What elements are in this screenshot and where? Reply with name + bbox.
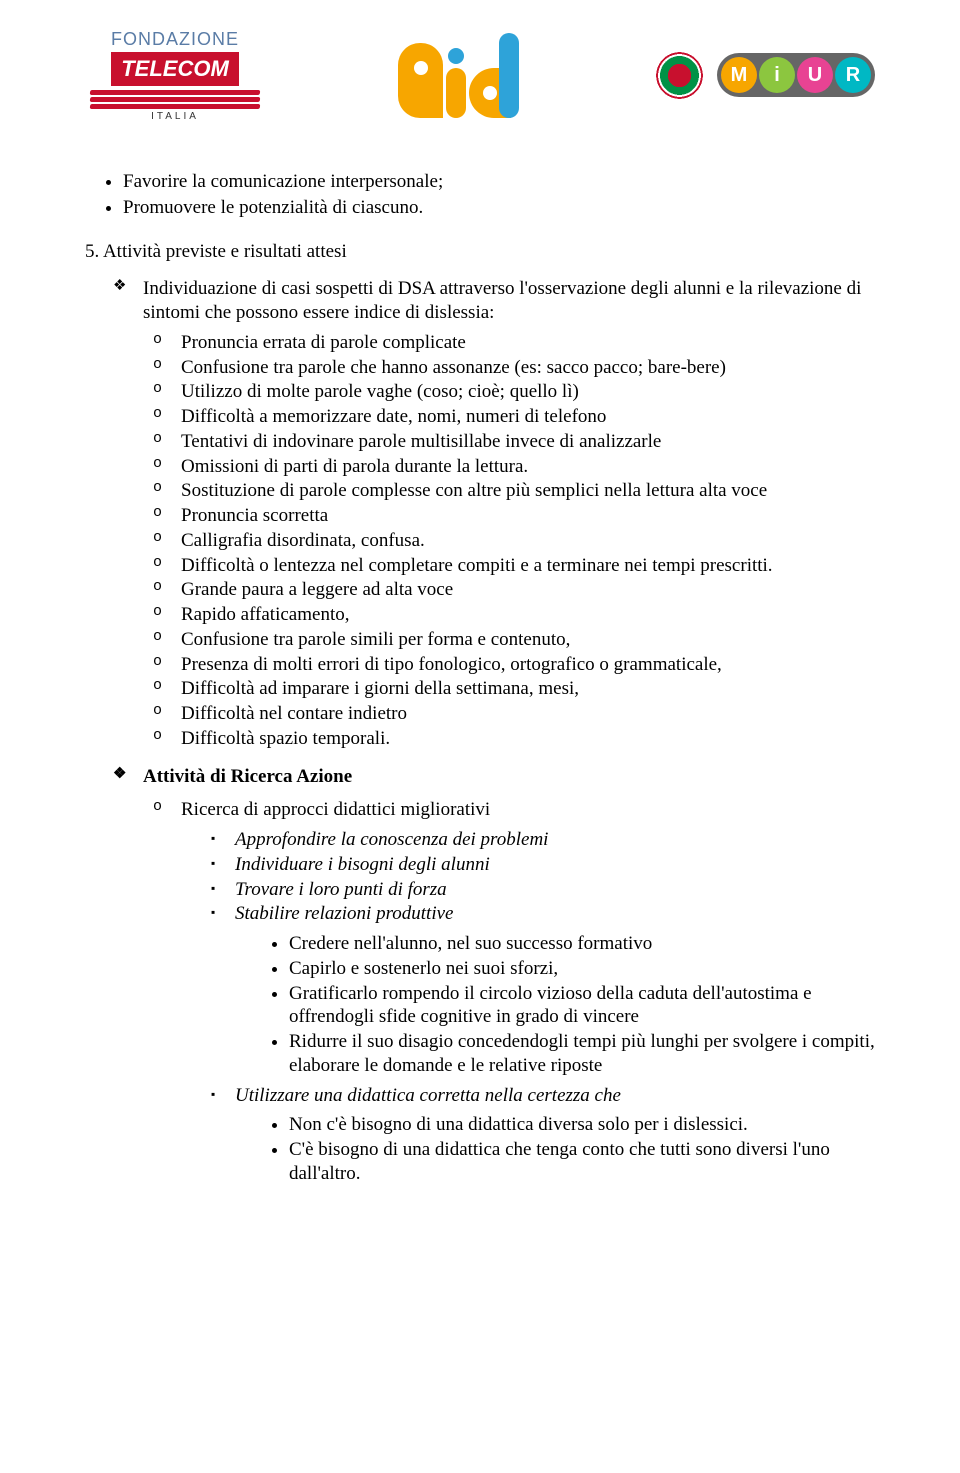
list-item: Ricerca di approcci didattici migliorati… xyxy=(181,798,875,822)
list-item: Promuovere le potenzialità di ciascuno. xyxy=(123,196,875,220)
list-item: Capirlo e sostenerlo nei suoi sforzi, xyxy=(289,957,875,981)
list-item: Favorire la comunicazione interpersonale… xyxy=(123,170,875,194)
list-item: Difficoltà a memorizzare date, nomi, num… xyxy=(181,405,875,429)
list-item: Non c'è bisogno di una didattica diversa… xyxy=(289,1113,875,1137)
list-item: Confusione tra parole simili per forma e… xyxy=(181,628,875,652)
miur-m: M xyxy=(721,57,757,93)
aid-letter-a xyxy=(398,43,443,118)
document-page: FONDAZIONE TELECOM ITALIA M i U R xyxy=(0,0,960,1228)
telecom-text: TELECOM xyxy=(111,52,239,86)
list-item: Utilizzare una didattica corretta nella … xyxy=(235,1084,875,1108)
aid-letter-i xyxy=(446,48,466,118)
o-list-2: Ricerca di approcci didattici migliorati… xyxy=(85,798,875,822)
o-list-1: Pronuncia errata di parole complicate Co… xyxy=(85,331,875,751)
intro-list: Favorire la comunicazione interpersonale… xyxy=(85,170,875,220)
list-item: Confusione tra parole che hanno assonanz… xyxy=(181,356,875,380)
square-list-1: Approfondire la conoscenza dei problemi … xyxy=(85,828,875,926)
italia-text: ITALIA xyxy=(151,111,199,122)
logo-aid xyxy=(398,33,519,118)
list-item: Stabilire relazioni produttive xyxy=(235,902,875,926)
list-item: Omissioni di parti di parola durante la … xyxy=(181,455,875,479)
diamond-list-2: Attività di Ricerca Azione xyxy=(85,765,875,789)
list-item: Pronuncia scorretta xyxy=(181,504,875,528)
list-item: Approfondire la conoscenza dei problemi xyxy=(235,828,875,852)
list-item: Difficoltà ad imparare i giorni della se… xyxy=(181,677,875,701)
logo-right-group: M i U R xyxy=(652,48,875,103)
telecom-waves xyxy=(90,90,260,109)
list-item: Trovare i loro punti di forza xyxy=(235,878,875,902)
list-item: Ridurre il suo disagio concedendogli tem… xyxy=(289,1030,875,1078)
miur-r: R xyxy=(835,57,871,93)
miur-u: U xyxy=(797,57,833,93)
fondazione-text: FONDAZIONE xyxy=(111,29,239,50)
square-list-2: Utilizzare una didattica corretta nella … xyxy=(85,1084,875,1108)
list-item: Pronuncia errata di parole complicate xyxy=(181,331,875,355)
header-logos: FONDAZIONE TELECOM ITALIA M i U R xyxy=(85,20,875,130)
list-item: Tentativi di indovinare parole multisill… xyxy=(181,430,875,454)
list-item: Difficoltà nel contare indietro xyxy=(181,702,875,726)
list-item: Sostituzione di parole complesse con alt… xyxy=(181,479,875,503)
list-item: Individuare i bisogni degli alunni xyxy=(235,853,875,877)
list-item: Gratificarlo rompendo il circolo vizioso… xyxy=(289,982,875,1030)
document-body: Favorire la comunicazione interpersonale… xyxy=(85,170,875,1186)
italian-emblem-icon xyxy=(652,48,707,103)
list-item: Attività di Ricerca Azione xyxy=(143,765,875,789)
bullet-list-2: Non c'è bisogno di una didattica diversa… xyxy=(85,1113,875,1185)
aid-letter-d xyxy=(469,33,519,118)
logo-fondazione-telecom: FONDAZIONE TELECOM ITALIA xyxy=(85,29,265,122)
list-item: Utilizzo di molte parole vaghe (coso; ci… xyxy=(181,380,875,404)
logo-miur: M i U R xyxy=(717,53,875,97)
section-5-title: 5. Attività previste e risultati attesi xyxy=(85,240,875,264)
list-item: Rapido affaticamento, xyxy=(181,603,875,627)
list-item: Difficoltà o lentezza nel completare com… xyxy=(181,554,875,578)
list-item: Calligrafia disordinata, confusa. xyxy=(181,529,875,553)
list-item: Credere nell'alunno, nel suo successo fo… xyxy=(289,932,875,956)
miur-i: i xyxy=(759,57,795,93)
bullet-list-1: Credere nell'alunno, nel suo successo fo… xyxy=(85,932,875,1078)
list-item: Presenza di molti errori di tipo fonolog… xyxy=(181,653,875,677)
list-item: Individuazione di casi sospetti di DSA a… xyxy=(143,277,875,325)
diamond-list-1: Individuazione di casi sospetti di DSA a… xyxy=(85,277,875,325)
list-item: C'è bisogno di una didattica che tenga c… xyxy=(289,1138,875,1186)
list-item: Grande paura a leggere ad alta voce xyxy=(181,578,875,602)
list-item: Difficoltà spazio temporali. xyxy=(181,727,875,751)
